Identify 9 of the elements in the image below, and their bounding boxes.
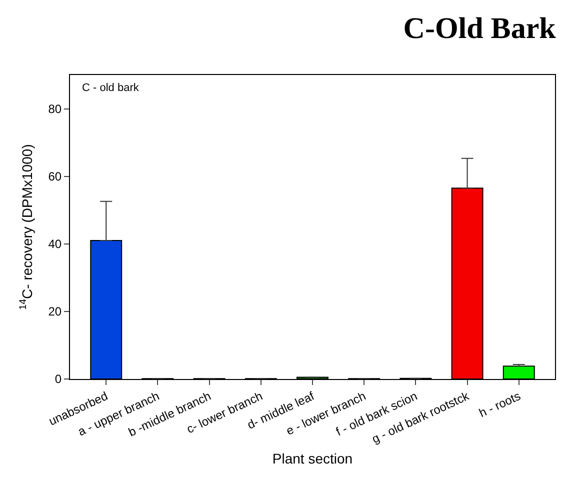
y-tick-label: 20	[48, 304, 62, 319]
annotation: C - old bark	[82, 82, 140, 94]
y-tick-label: 60	[48, 170, 62, 184]
chart-title: C-Old Bark	[403, 12, 556, 45]
x-tick-label: h - roots	[476, 388, 523, 420]
y-tick-label: 80	[48, 102, 62, 116]
y-tick-label: 40	[48, 237, 62, 252]
x-axis-title: Plant section	[272, 450, 353, 466]
y-tick-label: 0	[54, 372, 62, 386]
